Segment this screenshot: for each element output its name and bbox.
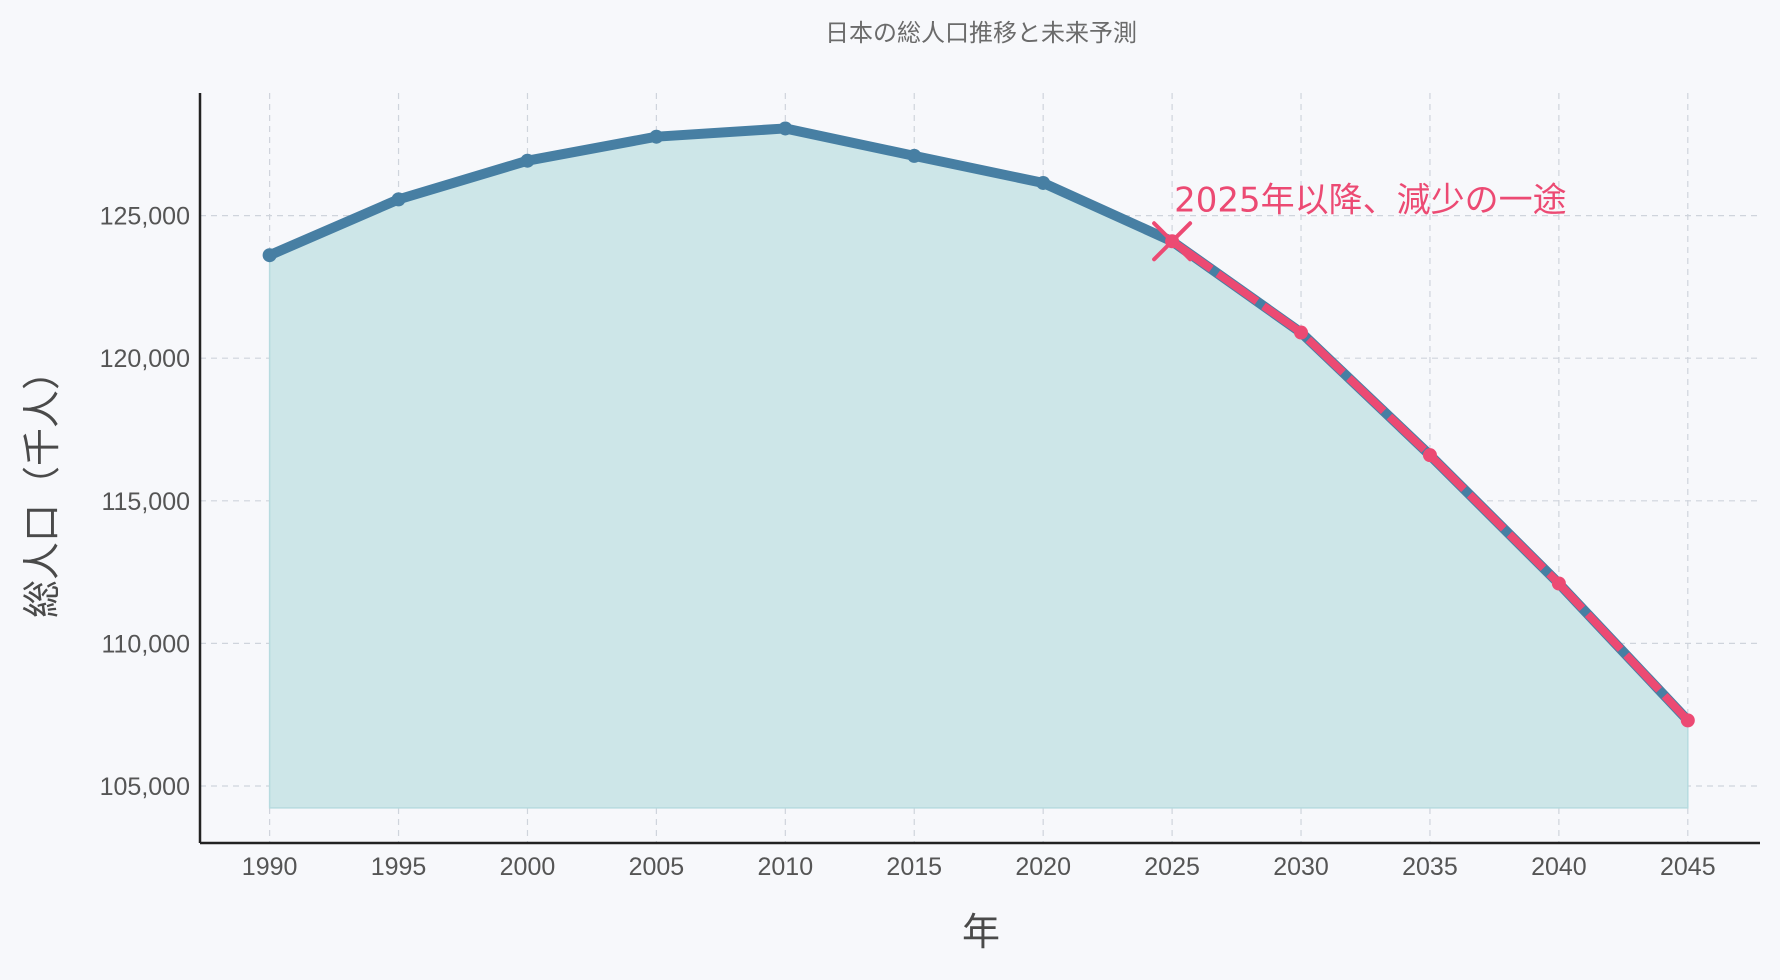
data-point (1036, 175, 1051, 190)
data-point (649, 129, 664, 144)
data-point (778, 121, 793, 136)
highlight-marker-line (1152, 221, 1193, 262)
y-tick-label: 120,000 (100, 345, 190, 373)
x-tick-label: 2020 (1015, 853, 1071, 881)
data-point (391, 192, 406, 207)
data-point (1680, 713, 1695, 728)
x-tick-label: 2000 (500, 853, 556, 881)
x-tick-label: 2015 (886, 853, 942, 881)
annotation-text: 2025年以降、減少の一途 (1174, 180, 1567, 220)
data-point (520, 153, 535, 168)
y-tick-label: 110,000 (101, 630, 190, 658)
y-tick-label: 125,000 (100, 203, 190, 231)
x-tick-label: 2025 (1144, 853, 1200, 881)
tick-labels: 1990 1995 2000 2005 2010 2015 2020 2025 2030 2035… (100, 203, 1716, 881)
highlight-line (1169, 238, 1691, 724)
x-tick-label: 2035 (1402, 853, 1458, 881)
axes (198, 93, 1760, 845)
area-fill (268, 127, 1689, 809)
data-point (262, 248, 277, 263)
data-point (1294, 325, 1309, 340)
chart-title: 日本の総人口推移と未来予測 (825, 19, 1137, 47)
x-tick-label: 1995 (371, 853, 427, 881)
y-tick-label: 115,000 (101, 488, 190, 516)
data-point (1422, 448, 1437, 463)
annotation-layer: 2025年以降、減少の一途 (1152, 180, 1567, 262)
data-point (1551, 576, 1566, 591)
y-tick-label: 105,000 (100, 773, 190, 801)
x-tick-label: 2045 (1660, 853, 1716, 881)
x-tick-label: 2040 (1531, 853, 1587, 881)
x-tick-label: 1990 (242, 853, 298, 881)
x-tick-label: 2005 (629, 853, 685, 881)
x-tick-label: 2010 (758, 853, 814, 881)
data-point (907, 148, 922, 163)
series-lines (264, 123, 1693, 726)
x-axis-label: 年 (962, 910, 1000, 954)
y-axis-label: 総人口（千人） (20, 352, 64, 618)
area-fill-layer (268, 127, 1689, 809)
x-tick-label: 2030 (1273, 853, 1329, 881)
